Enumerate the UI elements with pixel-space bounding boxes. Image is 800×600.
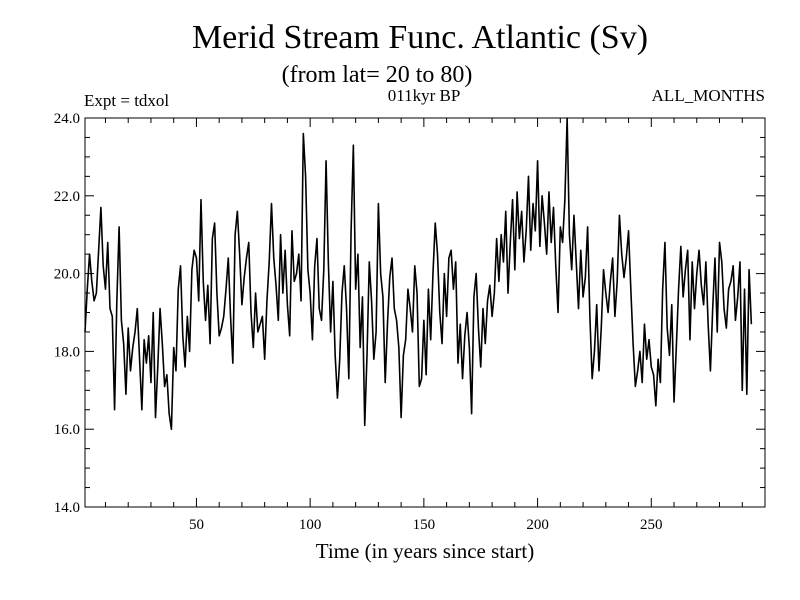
series-line-stream-function [84, 117, 753, 430]
x-tick-label: 250 [640, 517, 663, 533]
months-label: ALL_MONTHS [652, 86, 765, 105]
x-tick-label: 100 [299, 517, 322, 533]
period-label: 011kyr BP [388, 86, 461, 105]
x-axis-label: Time (in years since start) [316, 539, 535, 563]
y-tick-label: 20.0 [54, 267, 80, 283]
y-tick-label: 24.0 [54, 111, 80, 127]
y-tick-label: 18.0 [54, 344, 80, 360]
x-tick-label: 200 [526, 517, 549, 533]
chart-subtitle: (from lat= 20 to 80) [282, 62, 473, 88]
axes: 14.0 16.0 18.0 20.0 22.0 24.0 50 100 150 200 250 [54, 111, 765, 533]
plot-frame [84, 117, 766, 508]
chart-title: Merid Stream Func. Atlantic (Sv) [192, 19, 648, 56]
y-tick-label: 16.0 [54, 422, 80, 438]
experiment-label: Expt = tdxol [84, 91, 169, 110]
y-tick-label: 22.0 [54, 189, 80, 205]
x-tick-label: 50 [189, 517, 204, 533]
y-tick-label: 14.0 [54, 500, 80, 516]
x-tick-label: 150 [413, 517, 436, 533]
